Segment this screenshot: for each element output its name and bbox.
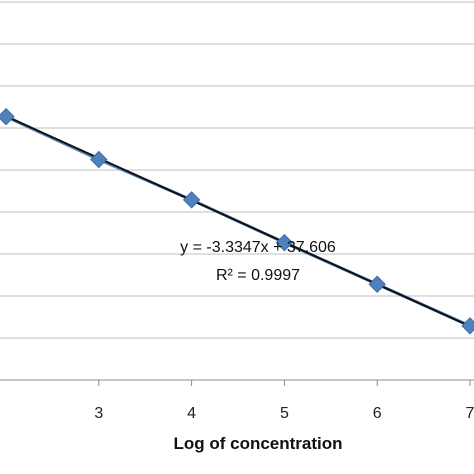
data-markers	[0, 107, 474, 335]
gridlines	[0, 1, 474, 339]
x-tick-label: 5	[280, 405, 289, 422]
x-axis-title: Log of concentration	[173, 434, 342, 453]
x-tick-label: 6	[373, 405, 382, 422]
data-point-marker	[461, 317, 474, 335]
data-point-marker	[182, 191, 201, 209]
x-tick-label: 7	[466, 405, 474, 422]
data-point-marker	[368, 275, 386, 293]
x-tick-label: 3	[94, 405, 103, 422]
trendline	[5, 115, 471, 328]
x-tick-labels: 3 4 5 6 7	[94, 380, 474, 422]
trendline-equation: y = -3.3347x + 37.606	[180, 239, 336, 256]
trendline-group	[5, 115, 471, 328]
data-point-marker	[275, 233, 294, 252]
data-point-marker	[90, 150, 108, 169]
data-point-marker	[0, 107, 15, 126]
x-tick-label: 4	[187, 405, 196, 422]
r-squared-label: R² = 0.9997	[216, 267, 300, 284]
